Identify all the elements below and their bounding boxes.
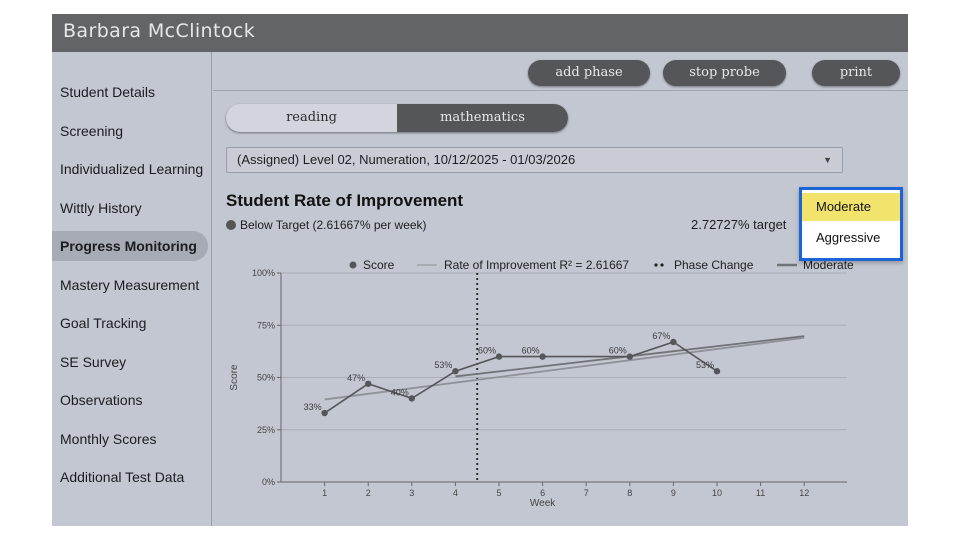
legend-roi-label: Rate of Improvement R² = 2.61667	[444, 258, 629, 272]
x-tick-label: 8	[627, 488, 632, 498]
sidebar-item-goal-tracking[interactable]: Goal Tracking	[60, 315, 147, 331]
aggressive-option[interactable]: Aggressive	[816, 230, 881, 245]
score-point	[670, 338, 677, 346]
score-data-label: 60%	[478, 346, 496, 356]
assignment-select-value: (Assigned) Level 02, Numeration, 10/12/2…	[237, 152, 576, 167]
score-point	[365, 380, 372, 387]
status-dot-icon	[226, 220, 236, 230]
x-tick-label: 3	[409, 488, 414, 498]
x-tick-label: 1	[322, 488, 327, 498]
y-tick-label: 100%	[252, 268, 275, 278]
sidebar-item-progress-monitoring[interactable]: Progress Monitoring	[52, 231, 208, 261]
x-tick-label: 10	[712, 488, 722, 498]
moderate-option[interactable]: Moderate	[802, 193, 900, 221]
x-tick-label: 2	[366, 488, 371, 498]
score-point	[408, 395, 415, 402]
app-window: Barbara McClintock Student Details Scree…	[52, 14, 908, 526]
sidebar-item-se-survey[interactable]: SE Survey	[60, 354, 127, 370]
score-point	[626, 353, 633, 360]
chart-plot-area: 0%25%50%75%100%1 2 3 4 5 6 7 8 9 10 11 12WeekScore3…	[229, 268, 847, 509]
toolbar-divider	[213, 90, 908, 91]
score-point	[495, 353, 503, 360]
legend-moderate-label: Moderate	[803, 258, 854, 272]
score-data-label: 53%	[696, 360, 714, 370]
score-point	[452, 368, 459, 375]
main-panel: add phase stop probe print reading mathe…	[213, 52, 908, 526]
y-tick-label: 50%	[257, 373, 275, 383]
x-tick-label: 4	[453, 488, 458, 498]
chevron-down-icon: ▼	[823, 155, 832, 165]
student-name-title: Barbara McClintock	[63, 20, 256, 42]
legend-phase-dot-icon	[654, 263, 658, 267]
y-tick-label: 25%	[257, 425, 275, 435]
x-tick-label: 7	[584, 488, 589, 498]
print-button[interactable]: print	[812, 60, 900, 86]
y-tick-label: 75%	[257, 320, 275, 330]
title-bar: Barbara McClintock	[52, 14, 908, 52]
x-axis-title: Week	[530, 498, 556, 509]
score-data-label: 40%	[391, 387, 409, 397]
score-data-label: 67%	[652, 331, 670, 341]
score-point	[713, 368, 721, 375]
progress-chart: Score Rate of Improvement R² = 2.61667 P…	[229, 258, 854, 509]
x-tick-label: 9	[671, 488, 676, 498]
sidebar-item-monthly-scores[interactable]: Monthly Scores	[60, 431, 157, 447]
sidebar-item-observations[interactable]: Observations	[60, 392, 143, 408]
sidebar-item-student-details[interactable]: Student Details	[60, 84, 155, 100]
y-axis-title: Score	[229, 364, 240, 391]
x-tick-label: 5	[496, 488, 501, 498]
chart-title: Student Rate of Improvement	[226, 191, 464, 210]
x-tick-label: 12	[799, 488, 809, 498]
sidebar-item-additional-test-data[interactable]: Additional Test Data	[60, 469, 185, 485]
mathematics-toggle[interactable]: mathematics	[397, 104, 568, 132]
score-data-label: 60%	[609, 346, 627, 356]
sidebar-item-individualized-learning[interactable]: Individualized Learning	[60, 161, 204, 177]
chart-legend: Score Rate of Improvement R² = 2.61667 P…	[349, 258, 854, 272]
x-tick-label: 11	[756, 488, 765, 498]
x-tick-label: 6	[540, 488, 545, 498]
sidebar-item-mastery-measurement[interactable]: Mastery Measurement	[60, 277, 200, 293]
subject-toggle: reading mathematics	[226, 104, 568, 132]
assignment-select[interactable]: (Assigned) Level 02, Numeration, 10/12/2…	[226, 147, 843, 173]
roi-trend-line	[324, 336, 805, 401]
below-target-status: Below Target (2.61667% per week)	[226, 218, 427, 232]
score-point	[321, 409, 328, 417]
y-tick-label: 0%	[262, 477, 275, 487]
legend-phase-label: Phase Change	[674, 258, 754, 272]
legend-score-marker-icon	[349, 261, 357, 269]
add-phase-button[interactable]: add phase	[528, 60, 650, 86]
score-data-label: 33%	[304, 402, 322, 412]
target-rate-text: 2.72727% target	[691, 217, 787, 232]
below-target-text: Below Target (2.61667% per week)	[240, 218, 427, 232]
score-data-label: 60%	[522, 346, 540, 356]
sidebar-item-wittly-history[interactable]: Wittly History	[60, 200, 142, 216]
stop-probe-button[interactable]: stop probe	[663, 60, 786, 86]
sidebar-item-screening[interactable]: Screening	[60, 123, 124, 139]
reading-toggle[interactable]: reading	[286, 110, 337, 125]
rate-options-dropdown: Moderate Aggressive	[799, 187, 903, 261]
score-data-label: 53%	[434, 360, 452, 370]
sidebar-nav: Student Details Screening Individualized…	[52, 52, 212, 526]
score-data-label: 47%	[347, 373, 365, 383]
score-point	[539, 353, 546, 360]
legend-phase-dot-icon	[660, 263, 664, 267]
legend-score-label: Score	[363, 258, 395, 272]
